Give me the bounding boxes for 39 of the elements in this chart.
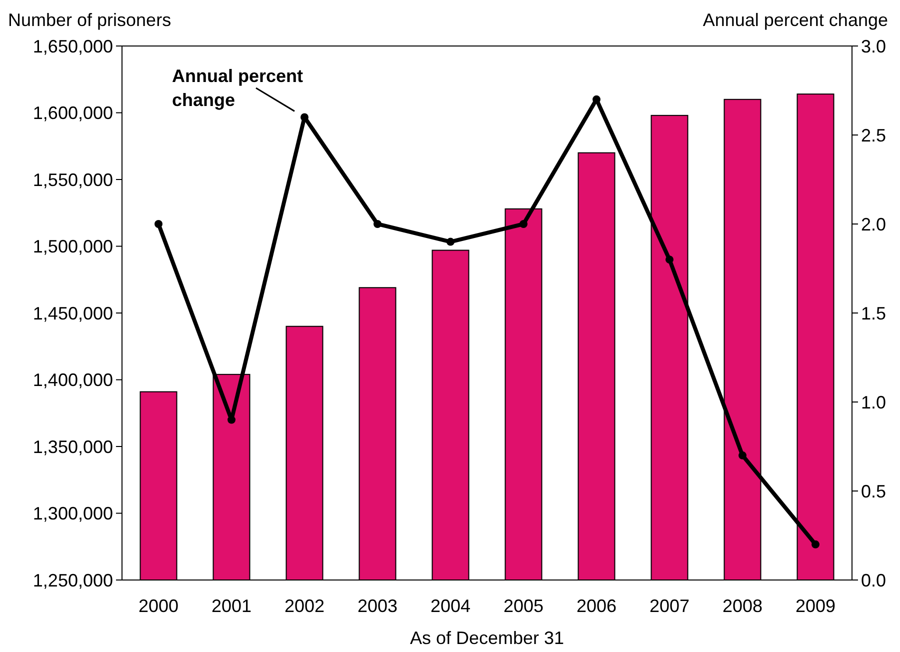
point	[738, 451, 746, 460]
y2-tick-label: 0.0	[861, 570, 886, 590]
point	[446, 238, 454, 246]
x-tick-label: 2005	[503, 596, 544, 616]
point	[374, 220, 382, 228]
x-tick-label: 2006	[576, 596, 617, 616]
y-tick-label: 1,550,000	[32, 170, 113, 190]
y2-axis-title: Annual percent change	[702, 10, 888, 30]
point	[812, 540, 820, 548]
x-tick-label: 2004	[430, 596, 471, 616]
y-tick-label: 1,650,000	[32, 36, 113, 56]
point	[228, 416, 236, 424]
y-axis-title: Number of prisoners	[8, 10, 172, 30]
x-tick-label: 2003	[357, 596, 398, 616]
point	[666, 256, 674, 264]
point	[154, 220, 162, 228]
y-tick-label: 1,400,000	[32, 370, 113, 390]
y2-tick-label: 2.0	[861, 214, 886, 234]
y-tick-label: 1,500,000	[32, 236, 113, 257]
y2-tick-label: 0.5	[861, 481, 886, 502]
y2-tick-label: 1.0	[861, 392, 886, 412]
y2-tick-label: 3.0	[861, 36, 886, 56]
point	[520, 220, 528, 228]
x-tick-label: 2002	[284, 596, 325, 616]
x-tick-label: 2008	[722, 596, 763, 616]
point	[300, 113, 308, 122]
x-tick-label: 2000	[138, 596, 179, 616]
y-tick-label: 1,350,000	[32, 436, 113, 457]
x-tick-label: 2001	[211, 596, 252, 616]
x-axis-title: As of December 31	[410, 628, 564, 648]
x-tick-label: 2009	[795, 596, 836, 616]
y-tick-label: 1,300,000	[32, 504, 113, 524]
y2-tick-label: 1.5	[861, 303, 886, 324]
y2-tick-label: 2.5	[861, 125, 886, 146]
y-tick-label: 1,600,000	[32, 103, 113, 124]
series-label: Annual percent change	[172, 66, 304, 110]
y-tick-label: 1,250,000	[32, 570, 113, 590]
y-tick-label: 1,450,000	[32, 303, 113, 324]
x-tick-label: 2007	[649, 596, 690, 616]
